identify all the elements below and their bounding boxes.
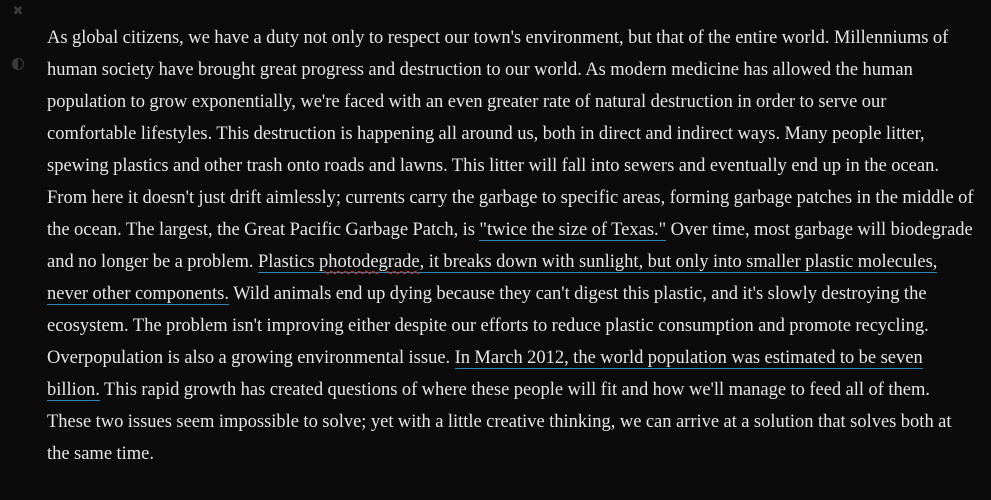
link-text: , it breaks down with sunlight, but only… (47, 252, 938, 304)
side-toolbar: ✖ (10, 4, 28, 72)
contrast-glyph-icon (12, 58, 24, 70)
contrast-icon[interactable] (10, 56, 26, 72)
misspelled-word: photodegrade (318, 252, 420, 272)
close-icon[interactable]: ✖ (12, 4, 24, 19)
paragraph-text: This rapid growth has created questions … (47, 380, 952, 464)
essay-paragraph: As global citizens, we have a duty not o… (47, 22, 977, 470)
citation-link-texas[interactable]: "twice the size of Texas." (479, 220, 667, 241)
paragraph-text: Over time, most garbage will biodegrade … (47, 220, 973, 272)
citation-link-plastics[interactable]: Plastics photodegrade, it breaks down wi… (47, 252, 938, 305)
paragraph-text: As global citizens, we have a duty not o… (47, 28, 974, 240)
citation-link-population[interactable]: In March 2012, the world population was … (47, 348, 923, 401)
link-text: Plastics (257, 252, 319, 272)
paragraph-text: Wild animals end up dying because they c… (47, 284, 929, 368)
